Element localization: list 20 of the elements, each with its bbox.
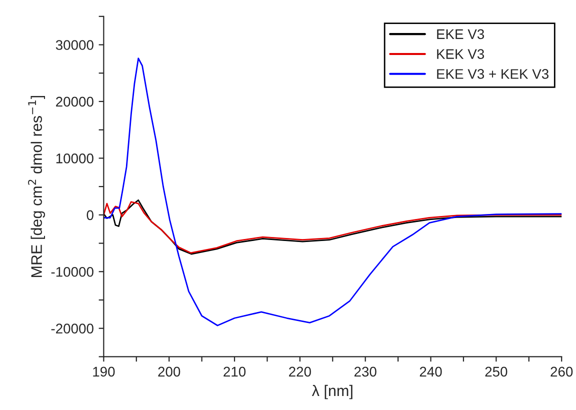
legend-label: EKE V3 + KEK V3: [437, 69, 548, 79]
legend-label: KEK V3: [437, 49, 484, 59]
y-tick-label: -10000: [51, 266, 94, 277]
y-tick-label: 0: [86, 210, 94, 220]
x-tick-label: 200: [158, 366, 180, 377]
legend-label: EKE V3: [437, 29, 484, 40]
y-tick-label: 20000: [56, 96, 94, 107]
x-tick-label: 250: [485, 366, 508, 377]
x-tick-label: 210: [224, 366, 246, 377]
x-tick-label: 230: [354, 366, 376, 377]
y-tick-label: -20000: [51, 324, 94, 334]
x-axis-title: λ [nm]: [312, 384, 352, 400]
x-tick-label: 220: [289, 366, 311, 377]
y-tick-label: 30000: [56, 40, 94, 50]
x-tick-label: 240: [420, 366, 442, 377]
y-tick-label: 10000: [56, 154, 94, 164]
x-tick-label: 260: [550, 366, 573, 377]
x-tick-label: 190: [93, 366, 115, 377]
line-series: [104, 58, 562, 326]
y-axis-title: MRE [deg cm$^{2}$ dmol res$^{−1}$]: [28, 96, 46, 277]
